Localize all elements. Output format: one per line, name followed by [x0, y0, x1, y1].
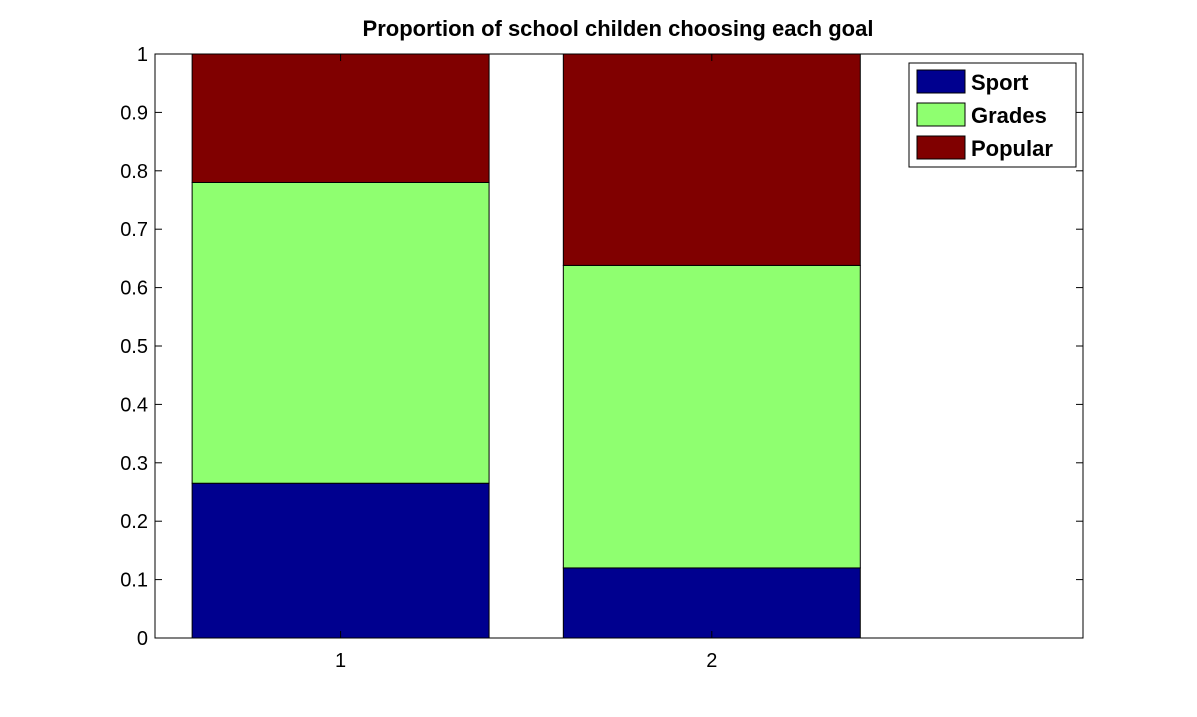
y-tick-label: 0.2 — [120, 511, 148, 533]
legend: Sport Grades Popular — [908, 62, 1077, 168]
y-tick-label: 0.1 — [120, 570, 148, 592]
x-tick-label: 1 — [335, 650, 346, 672]
y-tick-label: 0.3 — [120, 453, 148, 475]
x-tick-label: 2 — [706, 650, 717, 672]
y-tick-label: 0 — [137, 628, 148, 650]
y-tick-label: 0.7 — [120, 219, 148, 241]
y-tick-label: 0.8 — [120, 161, 148, 183]
legend-swatch-popular — [916, 135, 966, 160]
y-tick-label: 0.6 — [120, 278, 148, 300]
y-tick-label: 0.4 — [120, 394, 148, 416]
legend-label-sport: Sport — [971, 70, 1029, 95]
bar-grades-1 — [191, 181, 490, 484]
bar-popular-2 — [562, 53, 861, 266]
bars-group — [191, 53, 861, 639]
legend-label-grades: Grades — [971, 103, 1047, 128]
legend-swatch-grades — [916, 102, 966, 127]
axes-box — [154, 53, 1084, 639]
bar-sport-1 — [191, 482, 490, 639]
bar-sport-2 — [562, 567, 861, 639]
bar-grades-2 — [562, 264, 861, 569]
y-tick-label: 0.5 — [120, 336, 148, 358]
legend-label-popular: Popular — [971, 136, 1053, 161]
ticks-group: 0 0.1 0.2 0.3 0.4 0.5 0.6 0.7 0.8 0.9 1 1 2 — [120, 44, 1083, 672]
y-tick-label: 1 — [137, 44, 148, 66]
y-tick-label: 0.9 — [120, 102, 148, 124]
bar-popular-1 — [191, 53, 490, 183]
legend-swatch-sport — [916, 69, 966, 94]
chart-title: Proportion of school childen choosing ea… — [363, 16, 874, 41]
